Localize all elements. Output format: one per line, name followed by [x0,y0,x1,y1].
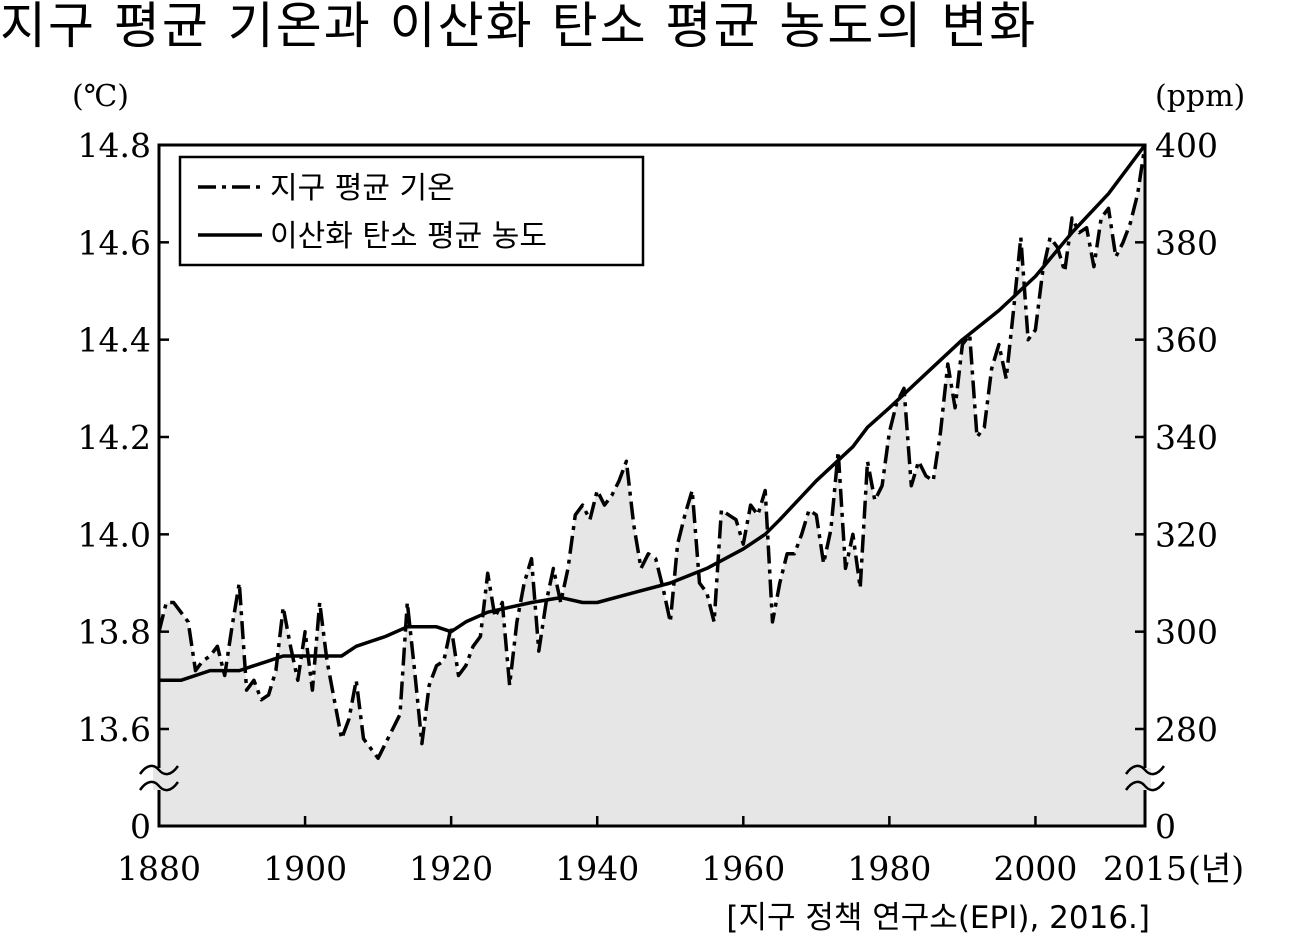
y-left-tick-label: 0 [130,807,151,846]
chart-title: 지구 평균 기온과 이산화 탄소 평균 농도의 변화 [0,0,1038,55]
legend-box [178,155,645,267]
y-left-tick-label: 13.6 [78,710,151,749]
legend: 지구 평균 기온 이산화 탄소 평균 농도 [178,155,645,267]
x-tick-label: 1880 [117,849,201,888]
legend-label-temperature: 지구 평균 기온 [270,171,455,206]
y-right-tick-label: 400 [1155,126,1218,165]
left-axis-break-mark [138,764,180,776]
y-left-tick-label: 14.0 [78,515,151,554]
right-axis-unit: (ppm) [1155,79,1245,114]
x-tick-label: 1980 [847,849,931,888]
x-tick-label: 1940 [555,849,639,888]
y-right-tick-label: 320 [1155,515,1218,554]
x-tick-label: 1960 [701,849,785,888]
right-axis-break-mark [1124,764,1166,776]
axis-ticks: 0 13.6 13.8 14.0 14.2 14.4 14.6 14.8 0 280 300 320 3… [78,126,1218,888]
legend-label-co2: 이산화 탄소 평균 농도 [270,219,547,254]
y-left-tick-label: 14.8 [78,126,151,165]
right-axis-break-mark [1124,780,1166,792]
x-tick-label: 1900 [263,849,347,888]
source-citation: [지구 정책 연구소(EPI), 2016.] [726,900,1150,936]
y-right-tick-label: 360 [1155,321,1218,360]
y-right-tick-label: 300 [1155,613,1218,652]
x-tick-label: 1920 [409,849,493,888]
x-tick-label: 2000 [993,849,1077,888]
axis-break-marks [138,764,1166,792]
y-right-tick-label: 380 [1155,223,1218,262]
y-left-tick-label: 14.4 [78,321,151,360]
x-unit-label: (년) [1188,849,1244,888]
y-right-tick-label: 280 [1155,710,1218,749]
left-axis-break-mark [138,780,180,792]
y-left-tick-label: 14.2 [78,418,151,457]
left-axis-unit: (℃) [72,79,129,114]
y-right-tick-label: 340 [1155,418,1218,457]
plot-frame [157,143,1147,828]
y-right-tick-label: 0 [1155,807,1176,846]
y-left-tick-label: 14.6 [78,223,151,262]
y-left-tick-label: 13.8 [78,613,151,652]
x-tick-label: 2015 [1103,849,1187,888]
